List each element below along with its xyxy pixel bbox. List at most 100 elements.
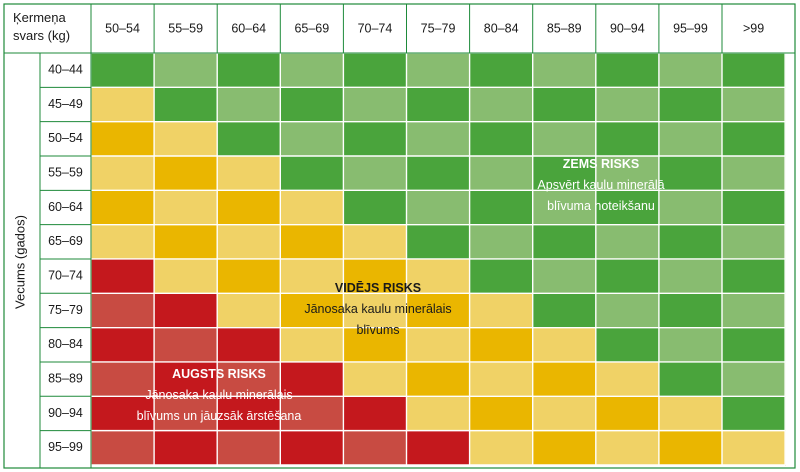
heatmap-cell xyxy=(91,327,155,363)
heatmap-cell xyxy=(343,87,407,123)
row-label: 40–44 xyxy=(48,62,83,76)
heatmap-cell xyxy=(91,155,155,191)
heatmap-cell xyxy=(595,53,660,88)
heatmap-cell xyxy=(722,190,786,226)
annotation-line: blīvums un jāuzsāk ārstēšana xyxy=(137,409,302,423)
heatmap-cell xyxy=(469,293,534,329)
annotation-line: Jānosaka kaulu minerālais xyxy=(145,388,292,402)
heatmap-cell xyxy=(154,190,218,226)
heatmap-cell xyxy=(406,258,471,294)
heatmap-cell xyxy=(343,361,407,397)
heatmap-cell xyxy=(532,155,597,191)
heatmap-cell xyxy=(154,87,218,123)
heatmap-cell xyxy=(154,53,218,88)
heatmap-cell xyxy=(658,327,723,363)
heatmap-cell xyxy=(406,190,471,226)
heatmap-cell xyxy=(154,396,218,432)
heatmap-cell xyxy=(595,361,660,397)
heatmap-cell xyxy=(406,87,471,123)
row-label: 75–79 xyxy=(48,303,83,317)
heatmap-cell xyxy=(343,258,407,294)
heatmap-frame xyxy=(3,3,796,469)
heatmap-cell xyxy=(658,430,723,466)
column-labels: 50–54 55–59 60–64 65–69 70–74 75–79 80–84 85–89… xyxy=(105,21,764,35)
heatmap-cell xyxy=(343,155,407,191)
heatmap-cell xyxy=(154,430,218,466)
heatmap-cell xyxy=(406,396,471,432)
heatmap-cell xyxy=(154,121,218,157)
heatmap-cell xyxy=(91,430,155,466)
heatmap-cell xyxy=(658,121,723,157)
heatmap-cell xyxy=(280,327,344,363)
heatmap-cell xyxy=(91,121,155,157)
heatmap-cell xyxy=(280,224,344,260)
row-axis-label: Vecums (gados) xyxy=(12,215,27,309)
heatmap-cell xyxy=(217,327,281,363)
heatmap-cell xyxy=(406,155,471,191)
heatmap-cell xyxy=(154,155,218,191)
corner-label-line-2: svars (kg) xyxy=(13,28,70,43)
column-label: >99 xyxy=(743,21,764,35)
heatmap-cell xyxy=(469,53,534,88)
heatmap-cell xyxy=(217,293,281,329)
column-label: 85–89 xyxy=(547,21,582,35)
heatmap-cell xyxy=(532,224,597,260)
heatmap-cell xyxy=(280,53,344,88)
risk-annotations: ZEMS RISKS Apsvērt kaulu minerālā blīvuma … xyxy=(137,157,665,423)
heatmap-cell xyxy=(217,361,281,397)
heatmap-cell xyxy=(595,224,660,260)
heatmap-cell xyxy=(658,224,723,260)
heatmap-cell xyxy=(280,190,344,226)
heatmap-cell xyxy=(343,190,407,226)
heatmap-cell xyxy=(722,258,786,294)
heatmap-cell xyxy=(280,293,344,329)
heatmap-cell xyxy=(217,258,281,294)
heatmap-gridlines xyxy=(4,4,795,468)
heatmap-cell xyxy=(91,258,155,294)
heatmap-cell xyxy=(91,53,155,88)
heatmap-cell xyxy=(343,121,407,157)
row-label: 85–89 xyxy=(48,371,83,385)
heatmap-cell xyxy=(217,53,281,88)
annotation-line: Jānosaka kaulu minerālais xyxy=(304,302,451,316)
heatmap-cell xyxy=(595,258,660,294)
column-label: 60–64 xyxy=(231,21,266,35)
heatmap-cell xyxy=(722,53,786,88)
annotation-title: ZEMS RISKS xyxy=(563,157,639,171)
heatmap-cell xyxy=(532,327,597,363)
annotation-line: blīvuma noteikšanu xyxy=(547,199,655,213)
heatmap-cell xyxy=(532,361,597,397)
row-label: 60–64 xyxy=(48,200,83,214)
column-label: 80–84 xyxy=(484,21,519,35)
corner-label-line-1: Ķermeņa xyxy=(13,10,67,25)
column-label: 65–69 xyxy=(294,21,329,35)
heatmap-cell xyxy=(595,327,660,363)
row-label: 90–94 xyxy=(48,406,83,420)
heatmap-cell xyxy=(469,361,534,397)
heatmap-cell xyxy=(532,87,597,123)
heatmap-cell xyxy=(217,155,281,191)
row-label: 80–84 xyxy=(48,337,83,351)
heatmap-cell xyxy=(91,396,155,432)
heatmap-cell xyxy=(154,361,218,397)
heatmap-cell xyxy=(658,293,723,329)
heatmap-cell xyxy=(595,293,660,329)
column-label: 50–54 xyxy=(105,21,140,35)
heatmap-cell xyxy=(154,258,218,294)
heatmap-cell xyxy=(469,121,534,157)
heatmap-cell xyxy=(532,121,597,157)
heatmap-cell xyxy=(658,53,723,88)
heatmap-cell xyxy=(469,258,534,294)
heatmap-cell xyxy=(217,121,281,157)
heatmap-cell xyxy=(91,87,155,123)
heatmap-cell xyxy=(595,190,660,226)
heatmap-cell xyxy=(91,361,155,397)
heatmap-cell xyxy=(595,121,660,157)
annotation-title: VIDĒJS RISKS xyxy=(335,281,421,295)
heatmap-cell xyxy=(469,155,534,191)
heatmap-cell xyxy=(595,396,660,432)
heatmap-cell xyxy=(343,53,407,88)
annotation-line: blīvums xyxy=(356,323,399,337)
heatmap-cell xyxy=(595,155,660,191)
